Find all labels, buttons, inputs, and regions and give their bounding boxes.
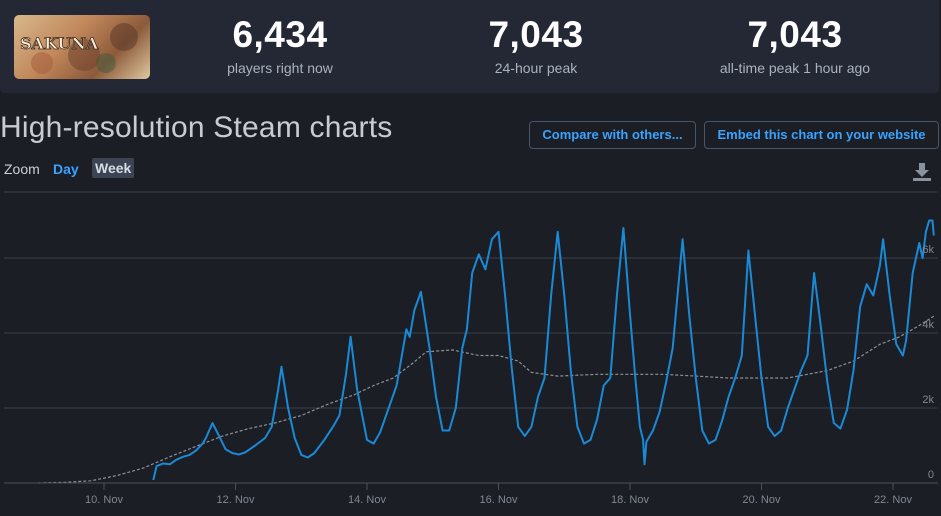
y-tick-label: 4k: [922, 319, 934, 331]
x-tick-label: 14. Nov: [348, 494, 386, 506]
x-tick-label: 16. Nov: [480, 494, 518, 506]
stat-24h-peak: 7,043 24-hour peak: [446, 14, 626, 76]
y-tick-label: 0: [928, 469, 934, 481]
stat-players-now: 6,434 players right now: [190, 14, 370, 76]
x-tick-label: 12. Nov: [217, 494, 255, 506]
stats-header: SAKUNA 6,434 players right now 7,043 24-…: [0, 0, 939, 93]
y-tick-label: 6k: [922, 244, 934, 256]
players-line: [152, 219, 935, 481]
chart-grid: [4, 191, 938, 409]
y-tick-label: 2k: [922, 394, 934, 406]
stat-label: players right now: [227, 60, 333, 76]
game-logo-art: SAKUNA: [20, 23, 138, 74]
game-logo[interactable]: SAKUNA: [14, 15, 150, 79]
stat-value: 6,434: [232, 14, 328, 55]
player-count-chart: 0 2k 4k 6k 10. Nov 12. Nov 14. Nov 16. Nov 18. N…: [4, 191, 938, 506]
stat-label: 24-hour peak: [494, 60, 578, 76]
zoom-day-button[interactable]: Day: [53, 161, 79, 177]
stat-label: all-time peak 1 hour ago: [719, 60, 871, 76]
download-icon[interactable]: [911, 160, 933, 182]
x-tick-label: 18. Nov: [611, 494, 649, 506]
average-series: [38, 315, 935, 484]
players-series: [152, 219, 935, 481]
zoom-week-button[interactable]: Week: [92, 158, 135, 178]
average-line: [38, 315, 935, 484]
x-tick-label: 22. Nov: [874, 494, 912, 506]
stat-value: 7,043: [488, 14, 584, 55]
chart-axes: 0 2k 4k 6k 10. Nov 12. Nov 14. Nov 16. Nov 18. N…: [4, 244, 938, 506]
zoom-label: Zoom: [4, 161, 40, 177]
stat-all-time-peak: 7,043 all-time peak 1 hour ago: [690, 14, 900, 76]
stat-value: 7,043: [747, 14, 843, 55]
x-tick-label: 10. Nov: [85, 494, 123, 506]
compare-button[interactable]: Compare with others...: [529, 121, 696, 149]
logo-text: SAKUNA: [20, 34, 99, 53]
embed-chart-button[interactable]: Embed this chart on your website: [704, 121, 939, 149]
x-tick-label: 20. Nov: [743, 494, 781, 506]
section-title: High-resolution Steam charts: [0, 111, 393, 144]
